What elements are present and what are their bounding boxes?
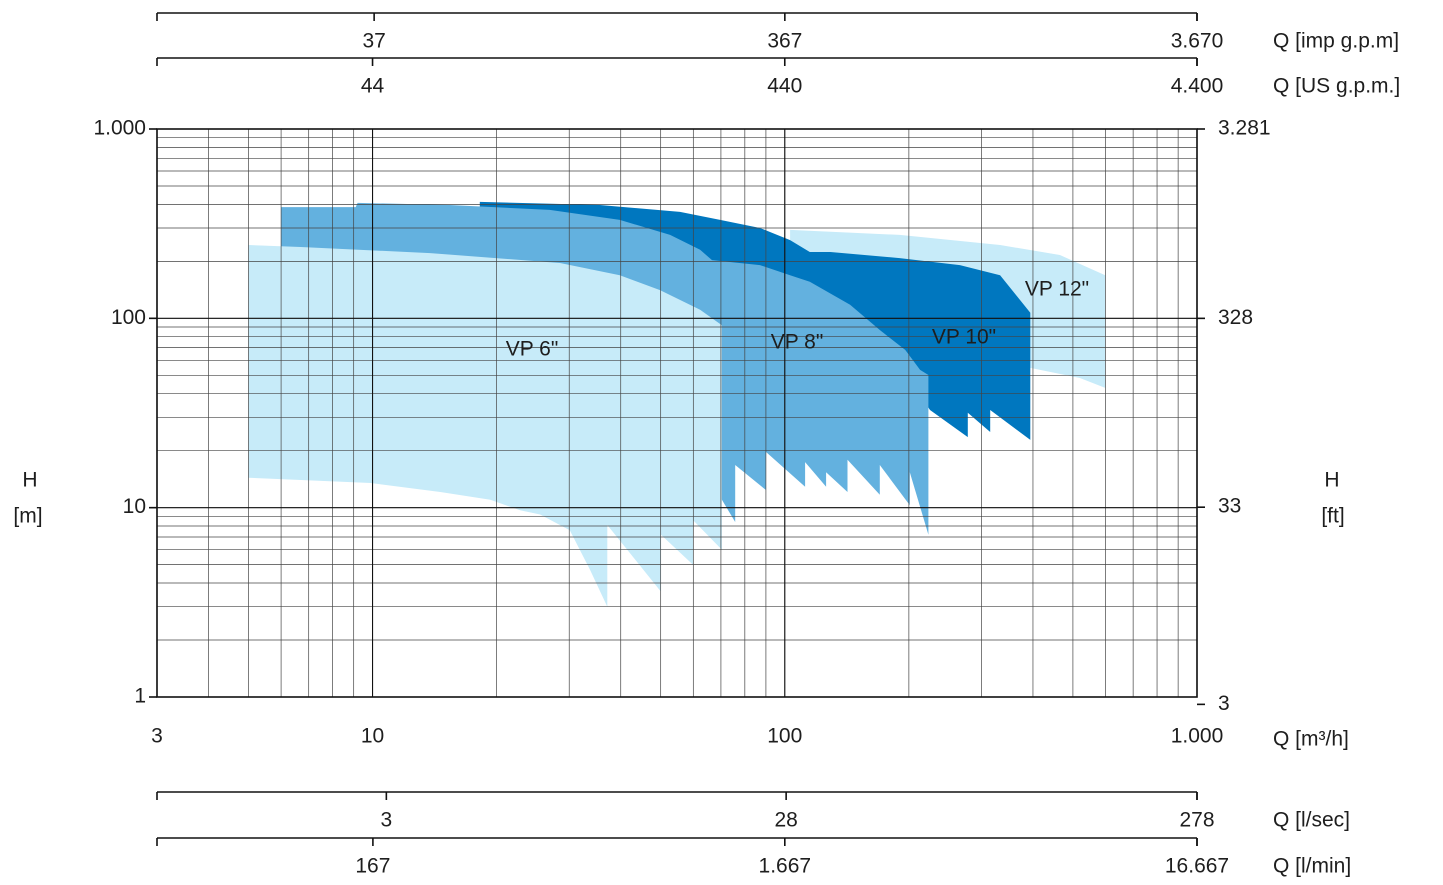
series-label: VP 12": [1025, 278, 1089, 301]
x-tick-label: 3: [151, 725, 163, 748]
secondary-tick-label: 3: [381, 809, 393, 832]
y2-tick-label: 328: [1218, 306, 1253, 329]
y2-tick-label: 3.281: [1218, 117, 1271, 140]
x-axis-label: Q [m³/h]: [1273, 728, 1349, 751]
grid: [156, 128, 1198, 698]
secondary-tick-label: 167: [355, 855, 390, 878]
y-axis-label: [m]: [13, 505, 42, 528]
secondary-axis-label: Q [US g.p.m.]: [1273, 75, 1400, 98]
series-label: VP 6": [506, 338, 559, 361]
secondary-tick-label: 16.667: [1165, 855, 1229, 878]
secondary-tick-label: 3.670: [1171, 30, 1224, 53]
secondary-tick-label: 278: [1179, 809, 1214, 832]
y-tick-label: 10: [123, 495, 146, 518]
y-tick-label: 1: [134, 685, 146, 708]
y-axis-label: H: [22, 469, 37, 492]
secondary-tick-label: 440: [767, 75, 802, 98]
secondary-tick-label: 37: [362, 30, 385, 53]
secondary-tick-label: 28: [774, 809, 797, 832]
areas: [248, 201, 1106, 607]
secondary-tick-label: 367: [767, 30, 802, 53]
plot-frame: [156, 128, 1198, 698]
y2-tick-label: 33: [1218, 495, 1241, 518]
series-label: VP 10": [932, 326, 996, 349]
y2-tick-label: 3: [1218, 692, 1230, 715]
secondary-tick-label: 44: [361, 75, 385, 98]
secondary-axis-label: Q [l/sec]: [1273, 809, 1350, 832]
x-tick-label: 100: [767, 725, 802, 748]
series-area: [248, 245, 722, 607]
series-label: VP 8": [771, 331, 824, 354]
y2-axis-label: H: [1324, 469, 1339, 492]
secondary-tick-label: 1.667: [759, 855, 812, 878]
x-tick-label: 1.000: [1171, 725, 1224, 748]
y-tick-label: 100: [111, 306, 146, 329]
y2-axis-label: [ft]: [1321, 505, 1344, 528]
secondary-axis-label: Q [l/min]: [1273, 855, 1351, 878]
x-tick-label: 10: [361, 725, 384, 748]
secondary-tick-label: 4.400: [1171, 75, 1224, 98]
secondary-axis-label: Q [imp g.p.m]: [1273, 30, 1399, 53]
y-tick-label: 1.000: [93, 117, 146, 140]
